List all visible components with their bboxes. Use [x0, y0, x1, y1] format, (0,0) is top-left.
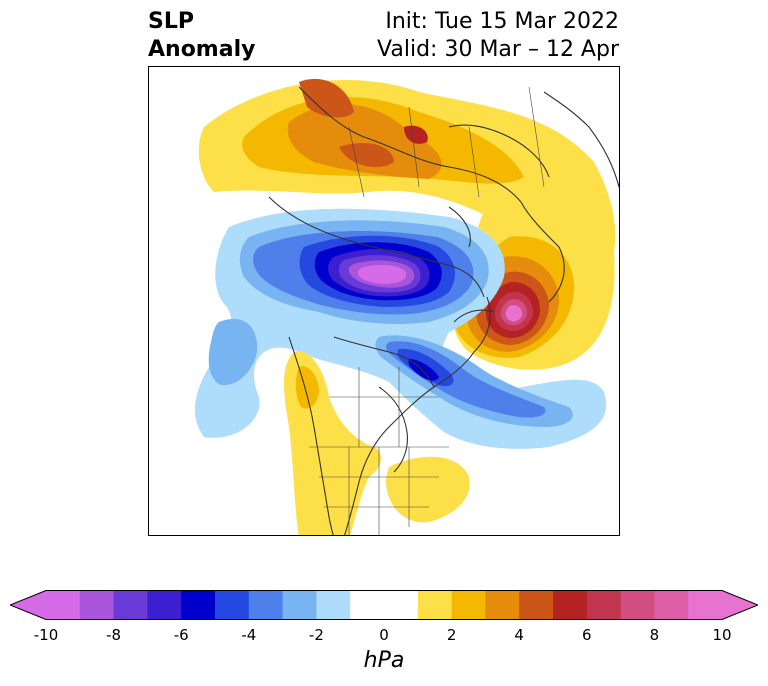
negative-anomaly-arctic [194, 208, 607, 449]
colorbar-bin [79, 590, 115, 620]
colorbar-tick-label: 0 [379, 626, 389, 644]
slp-anomaly-map [148, 66, 620, 536]
colorbar-tick-label: -10 [33, 626, 59, 644]
colorbar-tick-label: 8 [649, 626, 660, 644]
title-line-1: SLP [148, 9, 194, 34]
colorbar-bin [248, 590, 284, 620]
colorbar-bin [282, 590, 317, 620]
colorbar-tick-label: -6 [173, 626, 189, 644]
colorbar-bin [384, 590, 419, 620]
title-line-2: Anomaly [148, 37, 256, 62]
coastlines [268, 86, 619, 535]
colorbar [10, 590, 758, 620]
colorbar-tick-label: 10 [712, 626, 732, 644]
colorbar-bin [688, 590, 723, 620]
colorbar-tick-label: 4 [514, 626, 524, 644]
colorbar-outline [10, 590, 758, 620]
colorbar-unit-label: hPa [363, 648, 405, 673]
forecast-dates: Init: Tue 15 Mar 2022 Valid: 30 Mar – 12… [377, 8, 619, 64]
colorbar-tick-label: -2 [308, 626, 324, 644]
colorbar-extend-min [10, 590, 46, 620]
colorbar-bin [654, 590, 689, 620]
colorbar-bin [350, 590, 385, 620]
map-canvas [149, 67, 619, 535]
colorbar-tick-label: -4 [241, 626, 257, 644]
colorbar-ticks: -10 -8 -6 -4 -2 0 2 4 6 8 10 [0, 626, 768, 646]
map-title: SLP Anomaly [148, 8, 255, 64]
political-borders [309, 86, 545, 535]
colorbar-bin [451, 590, 486, 620]
colorbar-tick-label: 2 [446, 626, 457, 644]
colorbar-extend-max [722, 590, 758, 620]
positive-anomaly-north-america [284, 351, 470, 535]
colorbar-bin [113, 590, 148, 620]
colorbar-bin [147, 590, 182, 620]
colorbar-bin [586, 590, 622, 620]
colorbar-tick-label: -8 [106, 626, 122, 644]
colorbar-bin [181, 590, 216, 620]
valid-period: Valid: 30 Mar – 12 Apr [377, 37, 619, 62]
colorbar-bin [417, 590, 453, 620]
colorbar-bin [215, 590, 250, 620]
colorbar-tick-label: 6 [582, 626, 592, 644]
colorbar-bin [485, 590, 520, 620]
colorbar-bin [553, 590, 588, 620]
colorbar-bin [46, 590, 81, 620]
colorbar-bin [519, 590, 554, 620]
colorbar-bin [620, 590, 655, 620]
colorbar-bin [316, 590, 351, 620]
init-date: Init: Tue 15 Mar 2022 [385, 9, 619, 34]
